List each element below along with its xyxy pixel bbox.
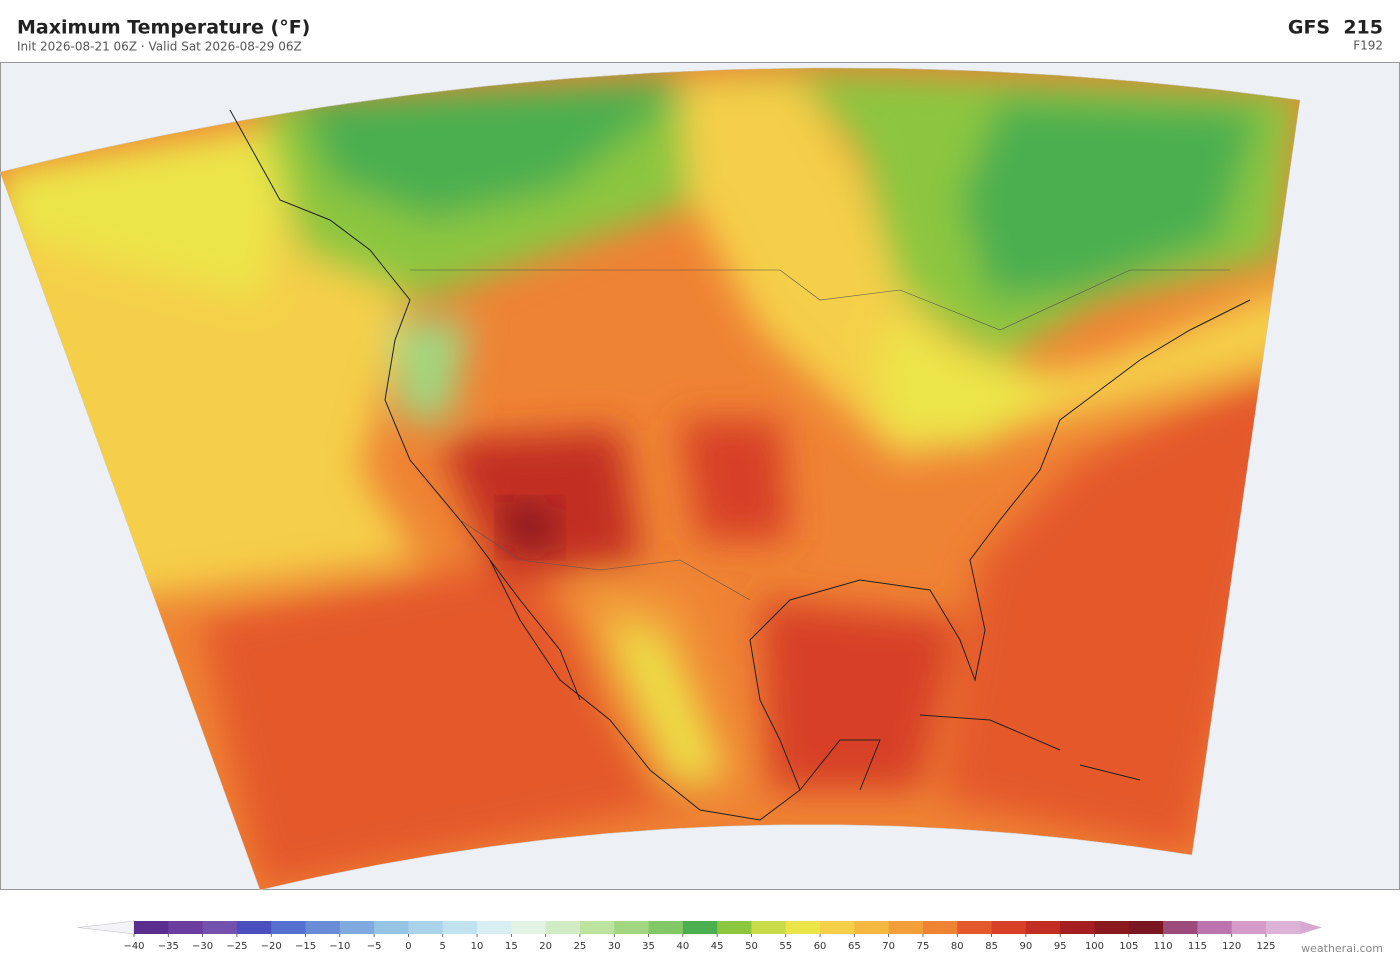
colorbar-tick-label: 50: [745, 941, 758, 952]
forecast-hour: F192: [1353, 39, 1383, 53]
colorbar-tick-label: 5: [440, 941, 446, 952]
colorbar-segment: [922, 921, 958, 934]
colorbar-tick-label: 30: [608, 941, 621, 952]
colorbar-tick-label: 100: [1085, 941, 1104, 952]
colorbar-tick-label: 60: [814, 941, 827, 952]
colorbar-segment: [1266, 921, 1301, 934]
colorbar-tick-label: 125: [1256, 941, 1275, 952]
colorbar-tick-label: 40: [676, 941, 689, 952]
colorbar-tick-label: 10: [471, 941, 484, 952]
colorbar-segment: [1094, 921, 1130, 934]
colorbar-segment: [339, 921, 375, 934]
colorbar-tick-label: 55: [779, 941, 792, 952]
colorbar-segment: [1060, 921, 1095, 934]
colorbar-segment: [305, 921, 341, 934]
colorbar-segment: [648, 921, 684, 934]
colorbar-tick-label: 80: [951, 941, 964, 952]
colorbar-segment: [477, 921, 512, 934]
colorbar-extend-low: [77, 920, 135, 935]
colorbar-segment: [854, 921, 890, 934]
colorbar-tick-label: 0: [405, 941, 411, 952]
colorbar-segment: [1197, 921, 1233, 934]
colorbar-tick-label: 105: [1119, 941, 1138, 952]
borders: [410, 269, 1230, 601]
colorbar-segment: [408, 921, 444, 934]
colorbar-segment: [820, 921, 855, 934]
colorbar-segment: [168, 921, 204, 934]
colorbar-segment: [1025, 921, 1061, 934]
colorbar-segment: [374, 921, 409, 934]
colorbar-tick-label: 115: [1188, 941, 1207, 952]
colorbar-tick-label: −5: [367, 941, 382, 952]
colorbar-tick-label: 25: [574, 941, 587, 952]
colorbar-segment: [442, 921, 478, 934]
colorbar-tick-label: 110: [1154, 941, 1173, 952]
colorbar-segment: [545, 921, 581, 934]
colorbar-tick-label: −40: [123, 941, 144, 952]
watermark: weatherai.com: [1301, 942, 1383, 955]
colorbar-segment: [785, 921, 821, 934]
colorbar-tick-label: 35: [642, 941, 655, 952]
colorbar-tick-label: −30: [192, 941, 213, 952]
colorbar-segment: [134, 921, 169, 934]
colorbar-tick-label: 90: [1020, 941, 1033, 952]
colorbar-tick-label: −35: [158, 941, 179, 952]
colorbar-tick-label: −20: [261, 941, 282, 952]
colorbar-segment: [682, 921, 718, 934]
colorbar-segment: [614, 921, 650, 934]
colorbar-segment: [991, 921, 1027, 934]
colorbar-extend-high: [1300, 921, 1322, 934]
colorbar-segment: [717, 921, 752, 934]
colorbar-segment: [579, 921, 615, 934]
colorbar-segment: [1163, 921, 1198, 934]
temperature-field: [0, 67, 1300, 890]
colorbar-segment: [271, 921, 307, 934]
colorbar-tick-label: 95: [1054, 941, 1067, 952]
colorbar-segment: [236, 921, 272, 934]
colorbar-segment: [511, 921, 547, 934]
colorbar-tick-label: 120: [1222, 941, 1241, 952]
title: Maximum Temperature (°F): [17, 17, 310, 39]
colorbar-tick-label: 85: [985, 941, 998, 952]
map: [0, 62, 1400, 891]
colorbar-tick-label: 45: [711, 941, 724, 952]
colorbar-tick-label: −15: [295, 941, 316, 952]
colorbar-segment: [1231, 921, 1267, 934]
colorbar-segment: [202, 921, 238, 934]
colorbar-tick-label: 65: [848, 941, 861, 952]
subtitle: Init 2026-08-21 06Z · Valid Sat 2026-08-…: [17, 40, 302, 54]
colorbar-segment: [888, 921, 924, 934]
colorbar-tick-label: −25: [226, 941, 247, 952]
colorbar: −40 −35 −30 −25 −20 −15 −10 −5 0 5 10 15 20 25 30 35 40 4…: [77, 920, 1322, 952]
colorbar-tick-label: 70: [882, 941, 895, 952]
model: GFS 215: [1288, 17, 1383, 39]
colorbar-segment: [957, 921, 993, 934]
colorbar-segment: [751, 921, 787, 934]
colorbar-tick-label: 75: [917, 941, 930, 952]
colorbar-tick-label: −10: [329, 941, 350, 952]
colorbar-tick-label: 20: [539, 941, 552, 952]
colorbar-segment: [1128, 921, 1164, 934]
coastlines: [229, 109, 1251, 821]
colorbar-tick-label: 15: [505, 941, 518, 952]
